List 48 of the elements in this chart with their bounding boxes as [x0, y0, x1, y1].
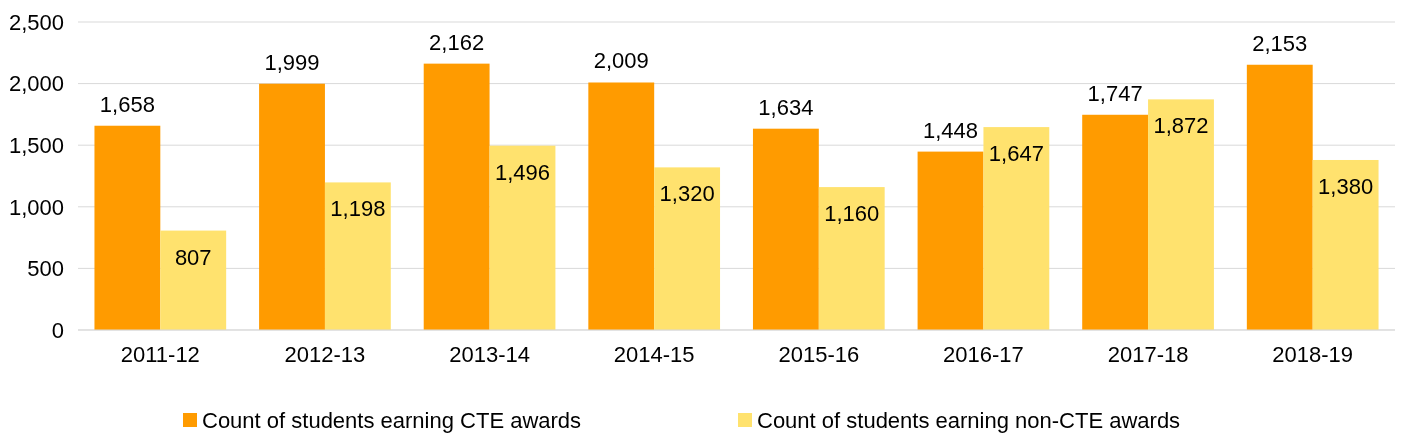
- x-tick-label: 2015-16: [778, 342, 860, 367]
- bar: [917, 151, 984, 330]
- data-label: 1,380: [1318, 173, 1374, 199]
- bar: [818, 187, 885, 330]
- data-label: 1,999: [264, 49, 320, 75]
- legend-label: Count of students earning non-CTE awards: [757, 407, 1181, 433]
- bar: [588, 82, 655, 330]
- data-label: 1,658: [99, 91, 155, 117]
- y-tick-label: 2,500: [8, 9, 64, 35]
- bar: [1082, 114, 1149, 330]
- bar: [423, 63, 490, 330]
- bar: [1148, 99, 1214, 330]
- x-tick-label: 2014-15: [613, 342, 695, 367]
- y-tick-label: 1,500: [8, 132, 64, 158]
- data-label: 807: [174, 244, 212, 270]
- data-label: 2,009: [593, 48, 649, 74]
- data-label: 1,160: [824, 201, 880, 227]
- data-label: 1,747: [1087, 80, 1143, 106]
- bar: [1312, 159, 1379, 330]
- bar: [324, 182, 391, 330]
- bar: [160, 230, 227, 330]
- bar: [654, 167, 721, 330]
- legend-label: Count of students earning CTE awards: [202, 407, 582, 433]
- data-label: 2,153: [1252, 30, 1308, 56]
- data-label: 1,496: [494, 159, 551, 185]
- bar: [983, 127, 1050, 330]
- data-label: 1,872: [1153, 113, 1209, 139]
- x-tick-label: 2018-19: [1272, 342, 1354, 367]
- data-label: 1,198: [330, 196, 386, 222]
- bar: [752, 128, 819, 330]
- x-tick-label: 2013-14: [449, 342, 530, 367]
- y-tick-label: 2,000: [8, 71, 64, 97]
- y-tick-label: 1,000: [8, 194, 64, 220]
- data-label: 1,448: [922, 117, 979, 143]
- data-label: 1,320: [659, 181, 715, 207]
- bar: [1246, 64, 1313, 330]
- bar: [259, 83, 325, 330]
- x-tick-label: 2011-12: [120, 342, 200, 367]
- data-label: 2,162: [429, 29, 485, 55]
- y-tick-label: 500: [27, 256, 64, 282]
- x-tick-label: 2017-18: [1107, 342, 1189, 367]
- x-tick-label: 2016-17: [943, 342, 1024, 367]
- x-tick-label: 2012-13: [284, 342, 366, 367]
- bar: [489, 145, 556, 330]
- data-label: 1,647: [988, 141, 1044, 167]
- y-tick-label: 0: [51, 317, 64, 343]
- data-label: 1,634: [758, 94, 814, 120]
- bar: [94, 125, 161, 330]
